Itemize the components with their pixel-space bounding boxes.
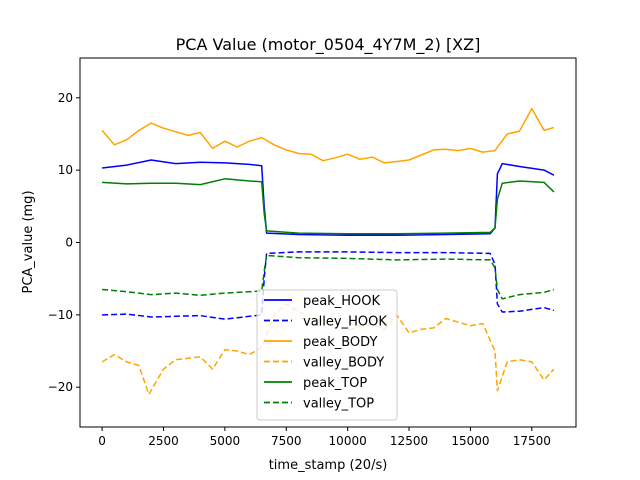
series-line-peak-hook xyxy=(102,159,555,237)
legend-label: valley_HOOK xyxy=(303,315,387,330)
y-axis-ticks: −20 −10 0 10 20 xyxy=(48,91,80,394)
series-line-peak-top xyxy=(102,178,555,235)
x-tick-label: 12500 xyxy=(390,434,428,448)
x-axis-label: time_stamp (20/s) xyxy=(269,458,388,473)
y-tick-label: −10 xyxy=(48,308,73,322)
x-tick-label: 5000 xyxy=(210,434,241,448)
legend-items: peak_HOOK valley_HOOK peak_BODY valley_BODY… xyxy=(264,294,387,412)
y-tick-label: 0 xyxy=(65,236,73,250)
x-tick-label: 17500 xyxy=(513,434,551,448)
y-tick-label: 10 xyxy=(58,163,73,177)
x-tick-label: 0 xyxy=(98,434,106,448)
legend-label: valley_TOP xyxy=(303,397,374,412)
legend-label: peak_BODY xyxy=(303,335,377,350)
legend: peak_HOOK valley_HOOK peak_BODY valley_BODY… xyxy=(256,289,398,421)
y-tick-label: 20 xyxy=(58,91,73,105)
x-tick-label: 2500 xyxy=(148,434,179,448)
series-line-valley-top xyxy=(102,254,555,300)
x-tick-label: 10000 xyxy=(329,434,367,448)
x-tick-label: 7500 xyxy=(271,434,302,448)
chart-title: PCA Value (motor_0504_4Y7M_2) [XZ] xyxy=(176,35,481,55)
legend-label: valley_BODY xyxy=(303,356,384,371)
y-tick-label: −20 xyxy=(48,380,73,394)
y-axis-label: PCA_value (mg) xyxy=(21,190,36,293)
legend-label: peak_TOP xyxy=(303,376,367,391)
x-axis-ticks: 0 2500 5000 7500 10000 12500 15000 17500 xyxy=(98,427,551,448)
legend-label: peak_HOOK xyxy=(303,294,380,309)
series-line-peak-body xyxy=(101,107,555,164)
series-line-valley-hook xyxy=(102,251,555,320)
x-tick-label: 15000 xyxy=(451,434,489,448)
legend-box xyxy=(256,289,398,421)
